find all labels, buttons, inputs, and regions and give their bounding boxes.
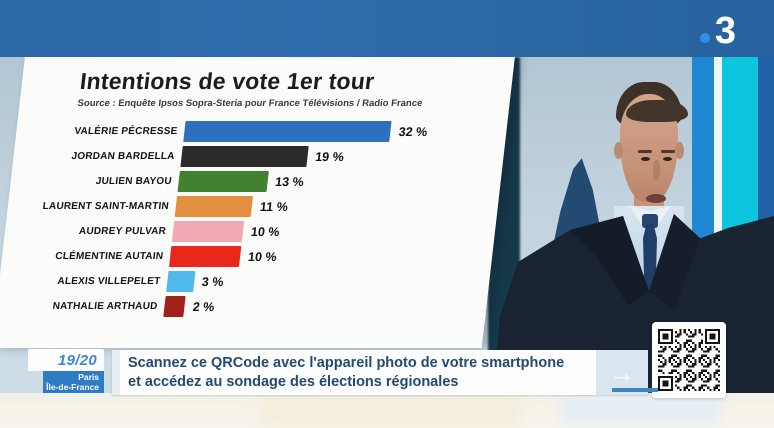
- ear: [675, 142, 684, 159]
- tie-knot: [642, 214, 658, 228]
- nose: [653, 160, 660, 180]
- vote-value: 3 %: [201, 274, 225, 289]
- vote-value: 2 %: [192, 299, 216, 314]
- ear: [614, 142, 623, 159]
- vote-bar: [177, 171, 269, 192]
- program-badge: 19/20 Paris Île-de-France: [28, 349, 104, 393]
- candidate-label: JULIEN BAYOU: [95, 176, 173, 187]
- france3-logo: 3: [699, 10, 736, 52]
- candidate-label: ALEXIS VILLEPELET: [56, 276, 161, 287]
- banner-line2: et accédez au sondage des élections régi…: [128, 373, 459, 390]
- right-arrow-icon: →: [609, 357, 635, 388]
- banner-arrow-box: →: [596, 350, 648, 395]
- eyebrow: [661, 150, 675, 153]
- candidate-label: CLÉMENTINE AUTAIN: [54, 251, 164, 262]
- presenter-face: [620, 94, 688, 203]
- chart-row: NATHALIE ARTHAUD 2 %: [0, 296, 488, 317]
- vote-value: 13 %: [274, 174, 305, 189]
- chart-row: VALÉRIE PÉCRESSE 32 %: [15, 121, 507, 142]
- logo-digit: 3: [714, 10, 736, 52]
- chart-row: AUDREY PULVAR 10 %: [4, 221, 496, 242]
- program-name: 19/20: [57, 351, 97, 369]
- chart-row: JORDAN BARDELLA 19 %: [12, 146, 504, 167]
- qrcode-banner: Scannez ce QRCode avec l'appareil photo …: [112, 350, 648, 395]
- banner-accent: [112, 350, 120, 395]
- qr-code-icon: [658, 329, 720, 391]
- chart-rows: VALÉRIE PÉCRESSE 32 % JORDAN BARDELLA 19 % J…: [0, 121, 508, 317]
- eye: [663, 157, 672, 161]
- poll-chart-panel: Intentions de vote 1er tour Source : Enq…: [0, 56, 516, 348]
- vote-bar: [168, 246, 242, 267]
- chart-title: Intentions de vote 1er tour: [78, 68, 376, 94]
- candidate-label: NATHALIE ARTHAUD: [51, 301, 159, 312]
- vote-bar: [180, 146, 309, 167]
- vote-bar: [166, 271, 196, 292]
- studio-stripe-white: [714, 57, 722, 395]
- region-name-line2: Île-de-France: [46, 382, 99, 392]
- vote-bar: [163, 296, 187, 317]
- vote-value: 10 %: [250, 224, 281, 239]
- eyebrow: [638, 150, 652, 153]
- chart-source: Source : Enquête Ipsos Sopra-Steria pour…: [76, 98, 423, 109]
- candidate-label: AUDREY PULVAR: [78, 226, 167, 237]
- vote-bar: [171, 221, 245, 242]
- vote-value: 32 %: [397, 124, 429, 139]
- banner-text: Scannez ce QRCode avec l'appareil photo …: [120, 354, 596, 392]
- chart-row: CLÉMENTINE AUTAIN 10 %: [1, 246, 493, 267]
- banner-underline: [612, 388, 658, 392]
- vote-value: 10 %: [247, 249, 278, 264]
- studio-desk: [0, 393, 774, 428]
- vote-bar: [183, 121, 392, 142]
- vote-value: 19 %: [314, 149, 345, 164]
- banner-line1: Scannez ce QRCode avec l'appareil photo …: [128, 354, 565, 371]
- region-name-line1: Paris: [78, 372, 99, 382]
- candidate-label: LAURENT SAINT-MARTIN: [42, 201, 170, 212]
- logo-dot-icon: [699, 33, 710, 43]
- channel-top-bar: 3: [0, 0, 774, 57]
- vote-value: 11 %: [259, 199, 289, 214]
- candidate-label: VALÉRIE PÉCRESSE: [73, 126, 179, 137]
- chart-row: JULIEN BAYOU 13 %: [10, 171, 502, 192]
- presenter-hair-fringe: [626, 100, 688, 122]
- mouth: [646, 194, 666, 203]
- presenter-head: [612, 80, 688, 210]
- eye: [641, 157, 650, 161]
- vote-bar: [174, 196, 254, 217]
- chart-row: ALEXIS VILLEPELET 3 %: [0, 271, 491, 292]
- qr-code-card: [652, 322, 726, 398]
- candidate-label: JORDAN BARDELLA: [70, 151, 176, 162]
- chart-row: LAURENT SAINT-MARTIN 11 %: [7, 196, 499, 217]
